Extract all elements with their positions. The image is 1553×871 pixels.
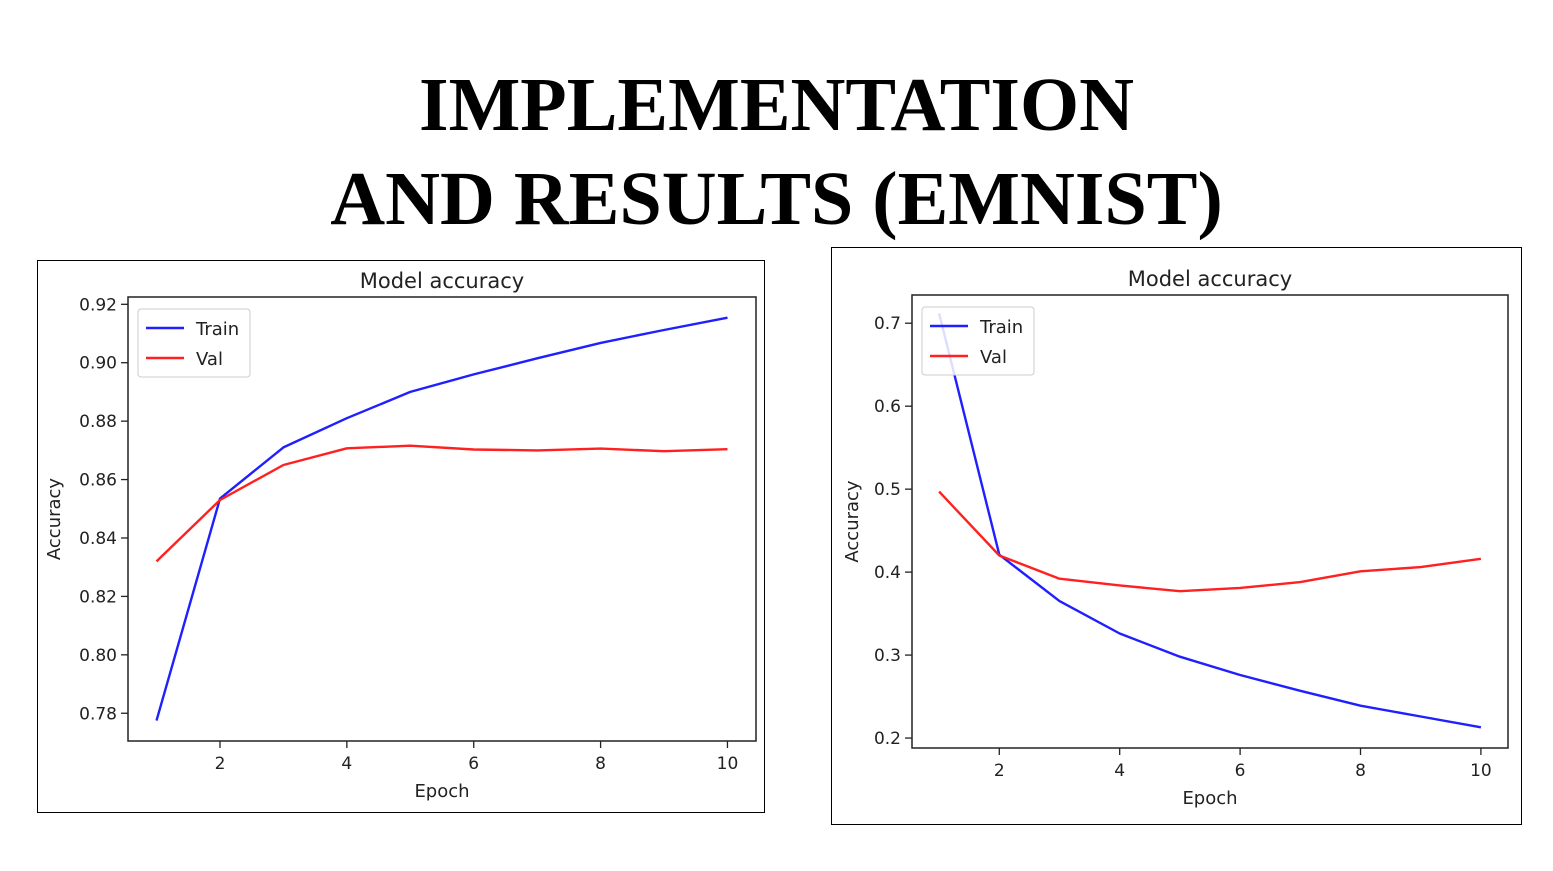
chart-1-xtick-label: 8 <box>595 754 606 774</box>
chart-2-xtick-label: 8 <box>1355 761 1366 781</box>
chart-1-series-val-line <box>155 444 728 563</box>
chart-1-ytick-label: 0.86 <box>79 471 117 491</box>
accuracy-chart-left: Model accuracy 2 4 6 8 10 0.78 0.80 0.82 0.84 0.86… <box>37 260 765 813</box>
chart-2-series-train-line <box>937 313 1482 729</box>
chart-1-ytick-label: 0.78 <box>79 704 117 724</box>
chart-2-xtick-label: 6 <box>1235 761 1246 781</box>
chart-2-xtick-label: 4 <box>1114 761 1125 781</box>
chart-2-ylabel: Accuracy <box>842 480 863 563</box>
chart-1-xtick-label: 6 <box>468 754 479 774</box>
chart-2-legend-box <box>921 306 1035 376</box>
chart-2-axes-frame <box>911 294 1509 749</box>
chart-2-xtick-label: 2 <box>994 761 1005 781</box>
chart-1-ytick-label: 0.84 <box>79 529 117 549</box>
chart-2-ytick-label: 0.6 <box>874 397 901 417</box>
chart-1-legend-box <box>137 308 251 378</box>
chart-2-title: Model accuracy <box>1128 267 1292 291</box>
chart-2-xlabel: Epoch <box>1182 788 1237 809</box>
accuracy-chart-right-plot: Model accuracy 2 4 6 8 10 0.2 0.3 0.4 0.5 0.6 0.7 Ep… <box>842 267 1509 809</box>
chart-1-legend-label-val: Val <box>196 349 223 370</box>
chart-1-xtick-label: 4 <box>341 754 352 774</box>
chart-2-series-val-line <box>938 490 1482 593</box>
chart-2-ytick-label: 0.3 <box>874 646 901 666</box>
chart-1-legend-label-train: Train <box>195 319 239 340</box>
chart-2-ytick-label: 0.7 <box>874 314 901 334</box>
accuracy-chart-left-plot: Model accuracy 2 4 6 8 10 0.78 0.80 0.82 0.84 0.86… <box>44 269 757 802</box>
chart-1-ytick-label: 0.82 <box>79 587 117 607</box>
slide-title: IMPLEMENTATION AND RESULTS (EMNIST) <box>0 58 1553 246</box>
chart-1-ytick-label: 0.80 <box>79 646 117 666</box>
chart-1-ylabel: Accuracy <box>44 478 65 561</box>
chart-1-ytick-label: 0.90 <box>79 354 117 374</box>
chart-2-ytick-label: 0.5 <box>874 480 901 500</box>
chart-2-ytick-label: 0.2 <box>874 729 901 749</box>
chart-1-xlabel: Epoch <box>414 781 469 802</box>
chart-1-title: Model accuracy <box>360 269 524 293</box>
chart-2-legend-label-train: Train <box>979 317 1023 338</box>
chart-1-series-train-line <box>155 316 728 721</box>
title-line-1: IMPLEMENTATION <box>419 63 1134 147</box>
chart-2-xtick-label: 10 <box>1470 761 1492 781</box>
chart-2-legend-label-val: Val <box>980 347 1007 368</box>
chart-1-ytick-label: 0.92 <box>79 295 117 315</box>
chart-1-ytick-label: 0.88 <box>79 412 117 432</box>
chart-1-xtick-label: 10 <box>717 754 739 774</box>
title-line-2: AND RESULTS (EMNIST) <box>330 157 1223 241</box>
accuracy-chart-right: Model accuracy 2 4 6 8 10 0.2 0.3 0.4 0.5 0.6 0.7 Ep… <box>831 247 1522 825</box>
chart-1-axes-frame <box>127 296 757 742</box>
chart-1-xtick-label: 2 <box>215 754 226 774</box>
chart-2-ytick-label: 0.4 <box>874 563 901 583</box>
